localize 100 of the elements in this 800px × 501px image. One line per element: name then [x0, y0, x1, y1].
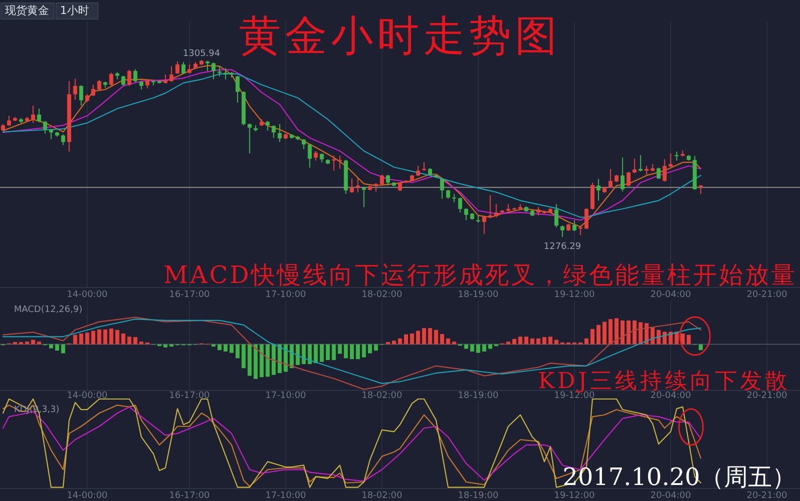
bar	[362, 344, 366, 358]
bar	[139, 342, 144, 344]
x-tick-label: 20-04:00	[650, 391, 692, 401]
text: 1小时	[60, 4, 89, 17]
bar	[308, 344, 312, 364]
x-tick-label: 17-10:00	[265, 391, 306, 401]
bar	[602, 322, 607, 344]
bar	[698, 344, 703, 350]
bar	[470, 344, 474, 352]
bar	[55, 344, 60, 351]
x-tick-label: 18-19:00	[458, 290, 499, 300]
bar	[596, 324, 600, 344]
bar	[614, 318, 619, 344]
x-tick-label: 16-17:00	[169, 491, 210, 501]
bar	[416, 330, 420, 344]
bar	[326, 344, 330, 360]
bar	[127, 336, 132, 344]
bar	[25, 342, 30, 344]
bar	[314, 344, 318, 364]
bar	[530, 338, 534, 344]
text: 现货黄金	[5, 4, 49, 17]
x-tick-label: 20-21:00	[746, 391, 788, 401]
bar	[109, 328, 114, 344]
bar	[548, 336, 552, 344]
bar	[31, 340, 36, 344]
bar	[49, 344, 54, 348]
bar	[103, 329, 108, 344]
x-tick-label: 20-04:00	[650, 491, 692, 501]
x-tick-label: 18-02:00	[362, 491, 403, 501]
x-tick-label: 20-21:00	[746, 491, 788, 501]
bar	[97, 329, 102, 344]
bar	[224, 344, 228, 352]
bar	[506, 342, 510, 344]
bar	[338, 344, 342, 354]
bar	[434, 330, 438, 344]
x-tick-label: 20-21:00	[746, 290, 788, 300]
bar	[230, 344, 234, 353]
bar	[272, 344, 276, 375]
x-tick-label: 18-02:00	[362, 290, 403, 300]
x-tick-label: 18-19:00	[458, 391, 499, 401]
bar	[542, 337, 546, 344]
x-tick-label: 14-00:00	[66, 491, 108, 501]
annotation: 1276.29	[544, 242, 582, 252]
bar	[440, 334, 444, 344]
bar	[332, 344, 336, 360]
bar	[163, 344, 168, 348]
bar	[73, 334, 78, 344]
x-tick-label: 18-02:00	[362, 391, 403, 401]
bar	[278, 344, 282, 374]
bar	[632, 320, 637, 344]
x-tick-label: 16-17:00	[169, 391, 210, 401]
bar	[584, 338, 588, 344]
bar	[410, 334, 414, 344]
bar	[650, 328, 655, 344]
bar	[482, 344, 486, 352]
bar	[302, 344, 306, 364]
bar	[356, 344, 360, 360]
bar	[284, 344, 288, 372]
text: MACD快慢线向下运行形成死叉，绿色能量柱开始放量	[163, 261, 797, 289]
bar	[374, 344, 378, 351]
x-tick-label: 14-00:00	[66, 290, 108, 300]
bar	[350, 344, 354, 360]
bar	[254, 344, 258, 379]
bar	[61, 344, 66, 354]
x-tick-label: 14-00:00	[66, 391, 108, 401]
bar	[392, 340, 396, 344]
bar	[85, 332, 90, 344]
x-tick-label: 16-17:00	[169, 290, 210, 300]
bar	[218, 344, 222, 350]
x-tick-label: 19-12:00	[554, 391, 596, 401]
bar	[242, 344, 246, 368]
x-tick-label: 20-04:00	[650, 290, 692, 300]
bar	[656, 330, 661, 344]
chart-title: 黄金小时走势图	[239, 11, 561, 60]
bar	[476, 344, 480, 353]
bar	[236, 344, 240, 358]
bar	[260, 344, 264, 378]
bar	[404, 334, 408, 344]
bar	[344, 344, 348, 358]
x-tick-label: 19-12:00	[554, 491, 596, 501]
x-tick-label: 19-12:00	[554, 290, 596, 300]
bar	[266, 344, 270, 377]
bar	[422, 328, 426, 344]
bar	[662, 332, 667, 344]
bar	[428, 328, 432, 344]
bar	[554, 340, 558, 344]
bar	[536, 338, 540, 344]
bar	[91, 330, 96, 344]
bar	[590, 329, 594, 344]
bar	[518, 336, 522, 344]
annotation: 1305.94	[182, 49, 220, 59]
bar	[79, 334, 84, 344]
bar	[248, 344, 252, 376]
bar	[320, 344, 324, 362]
bar	[488, 344, 492, 349]
x-tick-label: 17-10:00	[265, 491, 306, 501]
x-tick-label: 18-19:00	[458, 491, 499, 501]
bar	[121, 334, 126, 344]
bar	[464, 344, 468, 349]
bar	[512, 338, 516, 344]
